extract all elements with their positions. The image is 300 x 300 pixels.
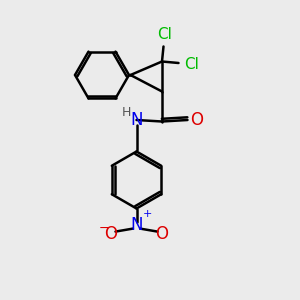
Text: Cl: Cl — [158, 27, 172, 42]
Text: O: O — [155, 225, 169, 243]
Text: O: O — [190, 111, 203, 129]
Text: Cl: Cl — [184, 57, 200, 72]
Text: −: − — [99, 221, 110, 235]
Text: O: O — [104, 225, 118, 243]
Text: N: N — [130, 216, 143, 234]
Text: N: N — [130, 111, 143, 129]
Text: +: + — [142, 209, 152, 219]
Text: H: H — [121, 106, 131, 119]
